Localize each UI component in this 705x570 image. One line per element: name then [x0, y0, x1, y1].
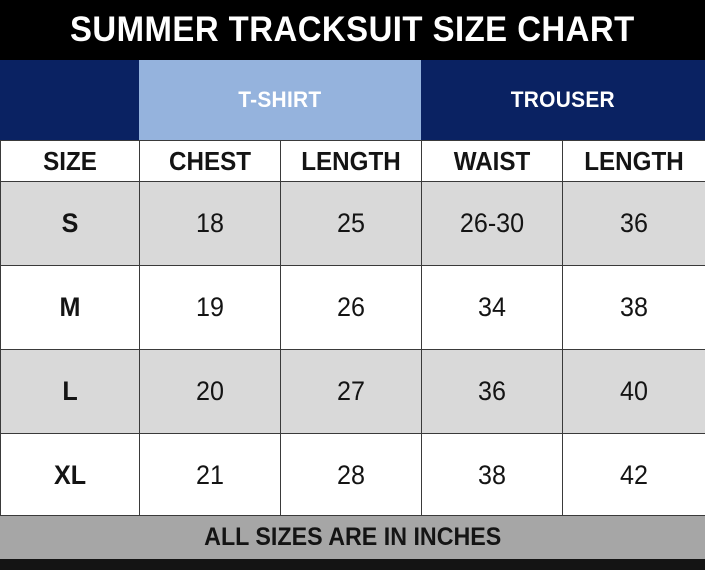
cell-waist: 34: [421, 265, 563, 350]
cell-waist: 36: [421, 349, 563, 434]
table-row: M 19 26 34 38: [0, 265, 705, 350]
cell-chest: 20: [139, 349, 281, 434]
group-header-trouser: TROUSER: [421, 60, 705, 140]
column-header-chest: CHEST: [139, 140, 281, 182]
table-row: S 18 25 26-30 36: [0, 181, 705, 266]
cell-chest: 19: [139, 265, 281, 350]
cell-trouser-length: 40: [562, 349, 705, 434]
cell-size: M: [0, 265, 140, 350]
cell-tshirt-length: 25: [280, 181, 422, 266]
size-table: SIZE CHEST LENGTH WAIST LENGTH S 18 25 2…: [0, 140, 705, 518]
table-row: L 20 27 36 40: [0, 349, 705, 434]
cell-tshirt-length: 28: [280, 433, 422, 518]
table-header-row: SIZE CHEST LENGTH WAIST LENGTH: [0, 140, 705, 182]
cell-trouser-length: 42: [562, 433, 705, 518]
cell-waist: 26-30: [421, 181, 563, 266]
table-row: XL 21 28 38 42: [0, 433, 705, 518]
cell-trouser-length: 36: [562, 181, 705, 266]
footer-note-text: ALL SIZES ARE IN INCHES: [203, 523, 502, 551]
cell-trouser-length: 38: [562, 265, 705, 350]
group-header-band: T-SHIRT TROUSER: [0, 60, 705, 140]
cell-waist: 38: [421, 433, 563, 518]
page-title: SUMMER TRACKSUIT SIZE CHART: [70, 10, 635, 49]
column-header-waist: WAIST: [421, 140, 563, 182]
cell-tshirt-length: 26: [280, 265, 422, 350]
group-header-tshirt: T-SHIRT: [139, 60, 421, 140]
cell-tshirt-length: 27: [280, 349, 422, 434]
title-band: SUMMER TRACKSUIT SIZE CHART: [0, 0, 705, 60]
column-header-size: SIZE: [0, 140, 140, 182]
cell-chest: 21: [139, 433, 281, 518]
column-header-tshirt-length: LENGTH: [280, 140, 422, 182]
group-header-trouser-label: TROUSER: [510, 87, 616, 112]
cell-chest: 18: [139, 181, 281, 266]
cell-size: L: [0, 349, 140, 434]
cell-size: S: [0, 181, 140, 266]
bottom-strip: [0, 559, 705, 570]
footer-note: ALL SIZES ARE IN INCHES: [0, 515, 705, 559]
cell-size: XL: [0, 433, 140, 518]
group-header-tshirt-label: T-SHIRT: [238, 87, 322, 112]
column-header-trouser-length: LENGTH: [562, 140, 705, 182]
